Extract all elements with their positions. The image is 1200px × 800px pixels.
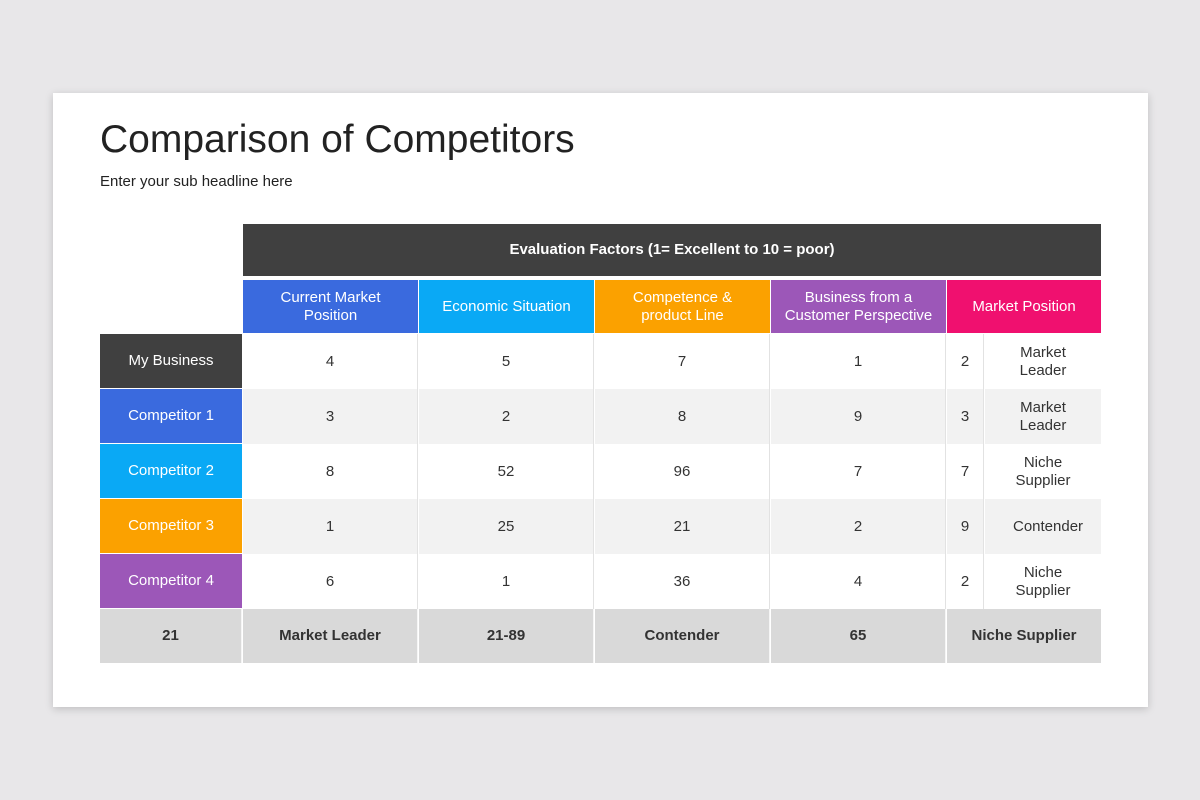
value-cell: 9 bbox=[771, 389, 946, 444]
column-header-text: Business from a Customer Perspective bbox=[784, 288, 933, 324]
footer-cell: Contender bbox=[595, 609, 770, 663]
column-header-text: Market Position bbox=[972, 297, 1076, 315]
value-cell: 2 bbox=[419, 389, 594, 444]
value-cell: 8 bbox=[595, 389, 770, 444]
value-cell-text: 21 bbox=[673, 517, 691, 535]
value-cell: 1 bbox=[771, 334, 946, 389]
value-cell: 2 bbox=[771, 499, 946, 554]
group-header-text: Evaluation Factors (1= Excellent to 10 =… bbox=[509, 241, 835, 258]
row-label: Competitor 2 bbox=[100, 444, 242, 498]
value-cell-text: 4 bbox=[325, 352, 335, 370]
title: Comparison of Competitors bbox=[100, 118, 575, 161]
value-cell-text: 8 bbox=[677, 407, 687, 425]
position-rank-text: 7 bbox=[960, 462, 970, 480]
position-label: Contender bbox=[985, 499, 1101, 554]
value-cell: 96 bbox=[595, 444, 770, 499]
position-label-text: Market Leader bbox=[1019, 343, 1067, 379]
position-rank-text: 3 bbox=[960, 407, 970, 425]
position-rank-text: 9 bbox=[960, 517, 970, 535]
value-cell: 52 bbox=[419, 444, 594, 499]
value-cell: 4 bbox=[243, 334, 418, 389]
footer-cell-text: 21 bbox=[162, 627, 179, 644]
value-cell-text: 7 bbox=[853, 462, 863, 480]
value-cell: 7 bbox=[771, 444, 946, 499]
position-label-text: Niche Supplier bbox=[1015, 563, 1071, 599]
value-cell-text: 96 bbox=[673, 462, 691, 480]
footer-cell-text: Contender bbox=[644, 627, 720, 644]
footer-cell-text: Market Leader bbox=[279, 627, 381, 644]
row-label-text: My Business bbox=[128, 352, 214, 369]
position-label: Niche Supplier bbox=[985, 444, 1101, 499]
value-cell-text: 1 bbox=[501, 572, 511, 590]
value-cell: 25 bbox=[419, 499, 594, 554]
position-label: Market Leader bbox=[985, 389, 1101, 444]
value-cell: 6 bbox=[243, 554, 418, 609]
footer-cell: 21 bbox=[100, 609, 242, 663]
position-rank-text: 2 bbox=[960, 352, 970, 370]
position-label-text: Market Leader bbox=[1019, 398, 1067, 434]
value-cell-text: 2 bbox=[853, 517, 863, 535]
value-cell-text: 2 bbox=[501, 407, 511, 425]
value-cell-text: 5 bbox=[501, 352, 511, 370]
position-rank: 9 bbox=[947, 499, 984, 554]
footer-cell-text: Niche Supplier bbox=[971, 627, 1077, 644]
column-header-text: Current Market Position bbox=[280, 288, 381, 324]
value-cell: 8 bbox=[243, 444, 418, 499]
row-label: Competitor 1 bbox=[100, 389, 242, 443]
row-label: Competitor 4 bbox=[100, 554, 242, 608]
value-cell-text: 25 bbox=[497, 517, 515, 535]
value-cell: 36 bbox=[595, 554, 770, 609]
value-cell-text: 36 bbox=[673, 572, 691, 590]
position-rank: 2 bbox=[947, 554, 984, 609]
position-label-text: Niche Supplier bbox=[1015, 453, 1071, 489]
column-header: Market Position bbox=[947, 280, 1101, 333]
value-cell-text: 1 bbox=[853, 352, 863, 370]
footer-cell-text: 65 bbox=[849, 627, 867, 644]
value-cell-text: 9 bbox=[853, 407, 863, 425]
column-header-text: Competence & product Line bbox=[632, 288, 733, 324]
value-cell: 21 bbox=[595, 499, 770, 554]
value-cell: 7 bbox=[595, 334, 770, 389]
value-cell: 4 bbox=[771, 554, 946, 609]
value-cell: 1 bbox=[243, 499, 418, 554]
value-cell-text: 1 bbox=[325, 517, 335, 535]
row-label-text: Competitor 3 bbox=[128, 517, 214, 534]
value-cell: 3 bbox=[243, 389, 418, 444]
footer-cell-text: 21-89 bbox=[486, 627, 526, 644]
position-label: Niche Supplier bbox=[985, 554, 1101, 609]
value-cell: 5 bbox=[419, 334, 594, 389]
footer-cell: 65 bbox=[771, 609, 946, 663]
position-label-text: Contender bbox=[1013, 517, 1084, 535]
column-header: Current Market Position bbox=[243, 280, 418, 333]
value-cell-text: 7 bbox=[677, 352, 687, 370]
footer-cell: Market Leader bbox=[243, 609, 418, 663]
row-label-text: Competitor 1 bbox=[128, 407, 214, 424]
group-header: Evaluation Factors (1= Excellent to 10 =… bbox=[243, 224, 1101, 276]
value-cell: 1 bbox=[419, 554, 594, 609]
value-cell-text: 3 bbox=[325, 407, 335, 425]
value-cell-text: 8 bbox=[325, 462, 335, 480]
footer-cell: 21-89 bbox=[419, 609, 594, 663]
row-label: My Business bbox=[100, 334, 242, 388]
column-header: Business from a Customer Perspective bbox=[771, 280, 946, 333]
value-cell-text: 6 bbox=[325, 572, 335, 590]
footer-cell: Niche Supplier bbox=[947, 609, 1101, 663]
position-label: Market Leader bbox=[985, 334, 1101, 389]
value-cell-text: 52 bbox=[497, 462, 515, 480]
row-label: Competitor 3 bbox=[100, 499, 242, 553]
position-rank: 3 bbox=[947, 389, 984, 444]
column-header: Economic Situation bbox=[419, 280, 594, 333]
column-header-text: Economic Situation bbox=[442, 297, 571, 315]
position-rank: 2 bbox=[947, 334, 984, 389]
position-rank: 7 bbox=[947, 444, 984, 499]
row-label-text: Competitor 4 bbox=[128, 572, 214, 589]
position-rank-text: 2 bbox=[960, 572, 970, 590]
subtitle: Enter your sub headline here bbox=[100, 173, 293, 190]
row-label-text: Competitor 2 bbox=[128, 462, 214, 479]
column-header: Competence & product Line bbox=[595, 280, 770, 333]
value-cell-text: 4 bbox=[853, 572, 863, 590]
